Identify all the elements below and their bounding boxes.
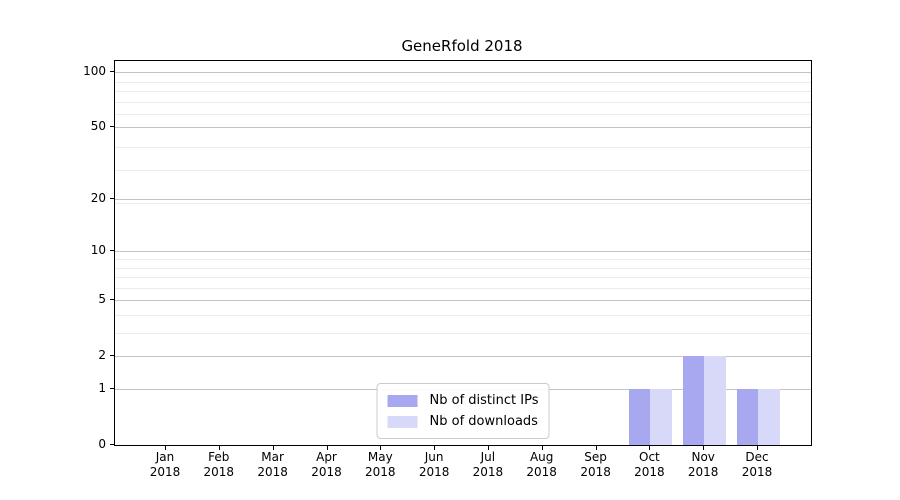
x-axis-tick-label: Oct 2018 [619, 450, 679, 480]
y-axis-tick-label: 2 [98, 348, 106, 363]
x-axis-tick-label: Dec 2018 [727, 450, 787, 480]
chart-title: GeneRfold 2018 [401, 37, 523, 55]
x-axis-tick [757, 446, 758, 450]
y-axis-tick [110, 126, 114, 128]
y-axis-tick [110, 198, 114, 200]
x-axis-tick-label: Aug 2018 [512, 450, 572, 480]
y-axis-tick-label: 20 [90, 191, 106, 206]
bar [758, 389, 780, 445]
gridline-minor [115, 277, 811, 278]
y-axis-tick [110, 444, 114, 445]
x-axis-month: Sep [584, 450, 607, 464]
x-axis-tick [434, 446, 436, 450]
x-axis-tick [272, 446, 274, 450]
gridline-minor [115, 91, 811, 92]
gridline-major [115, 127, 811, 129]
gridline-minor [115, 147, 811, 148]
x-axis-tick [218, 446, 220, 450]
y-axis-tick [110, 250, 114, 252]
y-axis-tick [110, 355, 114, 357]
gridline-minor [115, 101, 811, 103]
x-axis-year: 2018 [634, 465, 665, 479]
x-axis-month: Mar [261, 450, 284, 464]
bar [628, 389, 651, 445]
legend-item: Nb of downloads [387, 411, 539, 432]
x-axis-tick-label: May 2018 [350, 450, 410, 480]
x-axis-year: 2018 [203, 465, 235, 479]
x-axis-year: 2018 [149, 465, 181, 479]
x-axis-year: 2018 [580, 465, 611, 479]
x-axis-month: Jul [480, 450, 496, 464]
x-axis-tick [326, 446, 328, 450]
y-axis-tick [110, 299, 114, 301]
gridline-minor [115, 259, 811, 260]
x-axis-tick [703, 446, 705, 450]
x-axis-tick [165, 446, 166, 450]
x-axis-year: 2018 [472, 465, 504, 479]
bar [682, 356, 705, 445]
x-axis-tick [380, 446, 382, 450]
gridline-minor [115, 267, 811, 269]
x-axis-tick-label: Mar 2018 [243, 450, 303, 480]
gridline-minor [115, 81, 811, 83]
x-axis-tick-label: Apr 2018 [297, 450, 357, 480]
gridline-minor [115, 203, 811, 204]
legend-label: Nb of distinct IPs [429, 393, 539, 408]
y-axis-tick-label: 0 [98, 437, 106, 451]
x-axis-year: 2018 [311, 465, 342, 479]
y-axis-tick-label: 10 [90, 243, 106, 258]
gridline-minor [115, 114, 811, 116]
x-axis-year: 2018 [257, 465, 288, 479]
x-axis-year: 2018 [741, 465, 773, 479]
x-axis-month: Dec [745, 450, 769, 464]
x-axis-year: 2018 [365, 465, 396, 479]
x-axis-month: Feb [208, 450, 230, 464]
bar [736, 389, 758, 445]
gridline-major [115, 300, 811, 302]
x-axis-month: Nov [691, 450, 715, 464]
x-axis-tick [595, 446, 597, 450]
x-axis-tick [487, 446, 489, 450]
y-axis-tick-label: 50 [90, 119, 106, 134]
x-axis-month: Apr [316, 450, 337, 464]
gridline-major [115, 251, 811, 253]
x-axis-tick [541, 446, 543, 450]
x-axis-year: 2018 [526, 465, 557, 479]
x-axis-tick [649, 446, 651, 450]
y-axis-tick [110, 71, 114, 73]
x-axis-year: 2018 [687, 465, 719, 479]
x-axis-tick-label: Jan 2018 [135, 450, 195, 480]
gridline-major [115, 72, 811, 74]
y-axis-tick-label: 1 [98, 381, 106, 395]
legend: Nb of distinct IPs Nb of downloads [376, 383, 550, 439]
y-axis-tick-label: 5 [98, 292, 106, 307]
y-axis-tick [110, 388, 114, 389]
y-axis-tick-label: 100 [83, 64, 106, 79]
x-axis-month: Jun [424, 450, 444, 464]
gridline-major [115, 356, 811, 358]
x-axis-tick-label: Nov 2018 [673, 450, 733, 480]
x-axis-month: Oct [639, 450, 660, 464]
legend-label: Nb of downloads [429, 414, 538, 429]
x-axis-month: May [367, 450, 393, 464]
x-axis-tick-label: Feb 2018 [189, 450, 249, 480]
gridline-major [115, 199, 811, 201]
x-axis-year: 2018 [418, 465, 450, 479]
bar [650, 389, 672, 445]
gridline-minor [115, 287, 811, 289]
gridline-minor [115, 333, 811, 334]
gridline-minor [115, 170, 811, 172]
plot-area: Nb of distinct IPs Nb of downloads [114, 60, 812, 446]
x-axis-month: Aug [529, 450, 554, 464]
gridline-minor [115, 315, 811, 316]
x-axis-tick-label: Jun 2018 [404, 450, 464, 480]
bar [704, 356, 726, 445]
legend-swatch [387, 394, 418, 407]
legend-swatch [387, 415, 418, 428]
legend-item: Nb of distinct IPs [387, 390, 539, 411]
x-axis-tick-label: Jul 2018 [458, 450, 518, 480]
x-axis-tick-label: Sep 2018 [566, 450, 626, 480]
x-axis-month: Jan [155, 450, 175, 464]
